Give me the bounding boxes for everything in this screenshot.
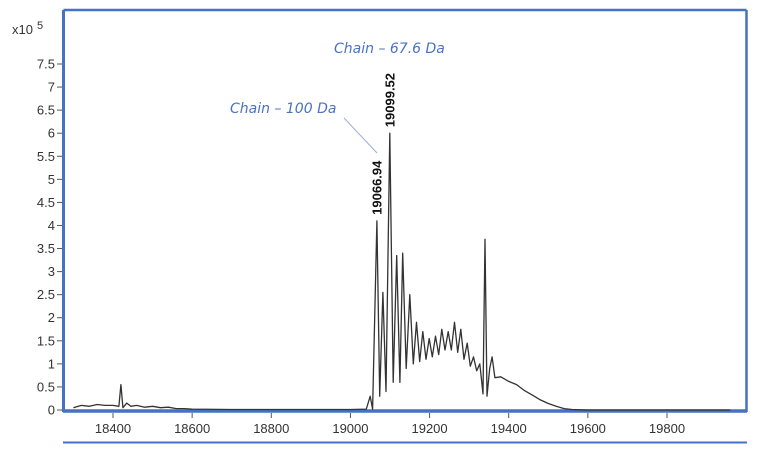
y-tick-label: 3.5 [37, 241, 55, 256]
y-tick-label: 6.5 [37, 103, 55, 118]
spectrum-trace [73, 132, 731, 411]
x-tick-label: 18400 [95, 421, 131, 436]
y-tick-label: 2 [48, 310, 55, 325]
x-tick-label: 19000 [332, 421, 368, 436]
annotation-chain-100: Chain – 100 Da [230, 101, 336, 117]
peak-label: 19099.52 [382, 73, 397, 127]
y-tick-label: 1 [48, 356, 55, 371]
y-tick-label: 0.5 [37, 379, 55, 394]
y-tick-label: 7.5 [37, 57, 55, 72]
x-axis: 18400 18600 18800 19000 19200 19400 19600 19800 [95, 413, 685, 436]
x-tick-label: 19600 [570, 421, 606, 436]
y-tick-label: 3 [48, 264, 55, 279]
plot-frame [62, 8, 748, 444]
y-tick-label: 6 [48, 126, 55, 141]
peak-labels: 19066.94 19099.52 [369, 73, 397, 215]
annotation-leader-line [343, 117, 378, 154]
y-tick-label: 5 [48, 172, 55, 187]
y-tick-label: 2.5 [37, 287, 55, 302]
y-axis: 0 0.5 1 1.5 2 2.5 3 3.5 4 4.5 5 5.5 6 6.5 7 7.5 [37, 57, 62, 418]
x-tick-label: 18800 [253, 421, 289, 436]
y-tick-label: 4.5 [37, 195, 55, 210]
peak-label: 19066.94 [369, 160, 384, 215]
y-axis-multiplier: x10 5 [12, 20, 43, 37]
y-tick-label: 0 [48, 403, 55, 418]
y-tick-label: 1.5 [37, 333, 55, 348]
y-tick-label: 7 [48, 80, 55, 95]
y-tick-label: 4 [48, 218, 55, 233]
x-tick-label: 19200 [411, 421, 447, 436]
y-tick-label: 5.5 [37, 149, 55, 164]
x-tick-label: 18600 [174, 421, 210, 436]
annotation-chain-67: Chain – 67.6 Da [334, 41, 445, 57]
x-tick-label: 19800 [649, 421, 685, 436]
x-tick-label: 19400 [491, 421, 527, 436]
